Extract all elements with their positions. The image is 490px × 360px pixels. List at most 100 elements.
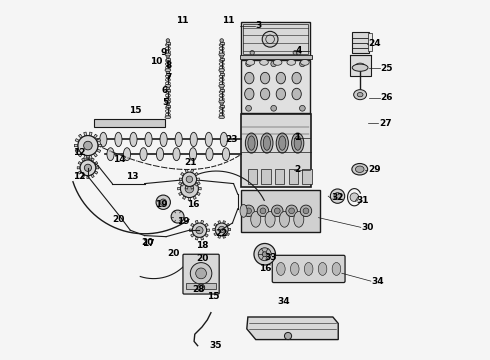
Ellipse shape — [292, 72, 301, 84]
Circle shape — [166, 54, 170, 58]
Text: 2: 2 — [294, 166, 301, 175]
Ellipse shape — [354, 90, 367, 100]
Circle shape — [258, 248, 271, 261]
Text: 17: 17 — [142, 239, 154, 248]
Polygon shape — [226, 223, 229, 226]
FancyBboxPatch shape — [183, 254, 219, 294]
Circle shape — [250, 50, 254, 55]
Text: 9: 9 — [161, 48, 167, 57]
Ellipse shape — [222, 148, 230, 161]
Bar — [242, 22, 310, 56]
Circle shape — [334, 193, 341, 200]
Ellipse shape — [300, 59, 309, 65]
Bar — [220, 42, 224, 44]
Circle shape — [196, 226, 203, 234]
Circle shape — [293, 50, 297, 55]
Text: 18: 18 — [196, 241, 208, 250]
Ellipse shape — [276, 133, 289, 153]
Circle shape — [289, 208, 294, 214]
Polygon shape — [94, 162, 98, 165]
Polygon shape — [179, 178, 182, 181]
Polygon shape — [195, 220, 198, 224]
Text: 3: 3 — [256, 21, 262, 30]
Ellipse shape — [175, 132, 182, 147]
Polygon shape — [205, 234, 208, 237]
Bar — [94, 119, 166, 127]
Polygon shape — [89, 132, 92, 136]
Ellipse shape — [173, 148, 180, 161]
Circle shape — [186, 176, 193, 183]
Circle shape — [286, 205, 297, 217]
Bar — [166, 73, 170, 76]
Ellipse shape — [355, 166, 364, 172]
Ellipse shape — [287, 59, 295, 65]
Ellipse shape — [219, 116, 224, 119]
Circle shape — [299, 105, 305, 111]
Polygon shape — [214, 223, 217, 226]
Polygon shape — [218, 221, 220, 224]
Polygon shape — [94, 153, 98, 157]
Ellipse shape — [251, 211, 261, 227]
Polygon shape — [213, 228, 215, 231]
Ellipse shape — [292, 133, 304, 153]
Bar — [241, 114, 311, 187]
Ellipse shape — [276, 72, 286, 84]
Polygon shape — [196, 182, 200, 185]
Bar — [241, 190, 319, 232]
Ellipse shape — [219, 100, 224, 103]
Ellipse shape — [206, 148, 213, 161]
Text: 23: 23 — [225, 135, 238, 144]
Text: 11: 11 — [176, 16, 189, 25]
Polygon shape — [98, 144, 101, 147]
Text: 6: 6 — [162, 86, 168, 95]
Text: 26: 26 — [381, 93, 393, 102]
Circle shape — [190, 263, 212, 284]
Ellipse shape — [220, 132, 227, 147]
Polygon shape — [78, 171, 81, 174]
Bar — [240, 55, 312, 59]
Ellipse shape — [260, 72, 270, 84]
Ellipse shape — [145, 132, 152, 147]
Ellipse shape — [318, 262, 327, 275]
Text: 33: 33 — [265, 253, 277, 262]
Ellipse shape — [273, 59, 282, 65]
Circle shape — [166, 39, 170, 42]
Text: 28: 28 — [192, 285, 205, 294]
Ellipse shape — [355, 63, 366, 70]
Ellipse shape — [140, 148, 147, 161]
Circle shape — [260, 208, 266, 214]
Ellipse shape — [100, 132, 107, 147]
Circle shape — [166, 86, 170, 89]
Ellipse shape — [123, 148, 131, 161]
Ellipse shape — [352, 64, 368, 71]
Circle shape — [243, 205, 254, 217]
Circle shape — [285, 332, 292, 339]
Ellipse shape — [246, 59, 255, 65]
Ellipse shape — [357, 93, 363, 97]
Ellipse shape — [205, 132, 212, 147]
Polygon shape — [182, 196, 186, 199]
Bar — [243, 24, 308, 54]
Polygon shape — [84, 132, 87, 136]
Circle shape — [197, 284, 205, 291]
Text: 8: 8 — [166, 61, 171, 70]
Text: 20: 20 — [196, 255, 209, 264]
Circle shape — [185, 184, 194, 193]
Text: 21: 21 — [184, 158, 196, 167]
Polygon shape — [77, 167, 80, 169]
Polygon shape — [185, 186, 188, 189]
Bar — [289, 169, 298, 184]
Text: 34: 34 — [277, 297, 290, 306]
Circle shape — [166, 102, 170, 105]
Text: 4: 4 — [295, 46, 301, 55]
Circle shape — [215, 223, 228, 236]
Polygon shape — [190, 229, 193, 231]
Circle shape — [80, 160, 96, 176]
Polygon shape — [182, 178, 186, 181]
Polygon shape — [78, 153, 82, 157]
Polygon shape — [78, 134, 82, 138]
Polygon shape — [78, 162, 81, 165]
Ellipse shape — [190, 148, 196, 161]
Text: 16: 16 — [187, 200, 199, 209]
Polygon shape — [91, 158, 94, 161]
